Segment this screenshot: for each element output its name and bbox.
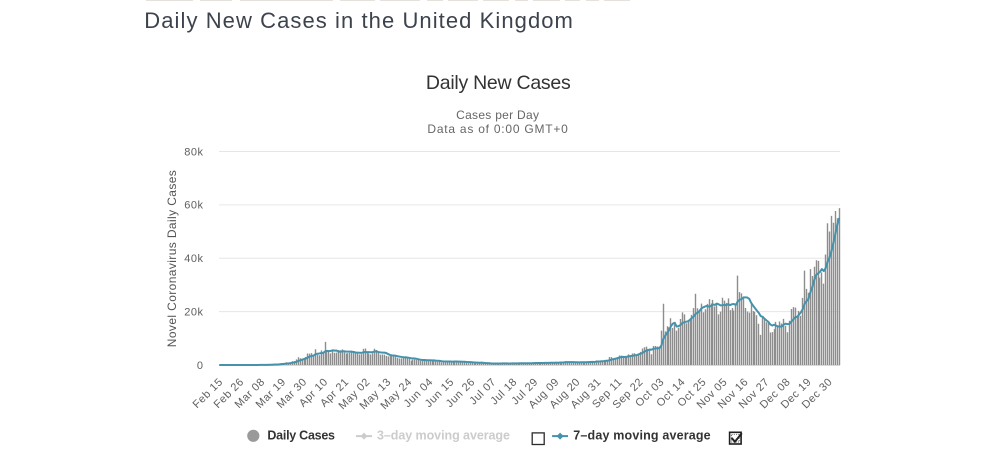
svg-text:Daily Cases: Daily Cases [267,429,335,443]
svg-text:Novel Coronavirus Daily Cases: Novel Coronavirus Daily Cases [165,170,179,347]
svg-text:Cases per Day: Cases per Day [456,108,539,122]
svg-text:80k: 80k [184,146,203,158]
svg-text:7–day moving average: 7–day moving average [573,429,711,443]
svg-text:Daily New Cases in the United: Daily New Cases in the United Kingdom [144,8,574,33]
svg-text:60k: 60k [184,200,203,212]
svg-text:Data as of 0:00 GMT+0: Data as of 0:00 GMT+0 [427,122,568,136]
svg-text:20k: 20k [184,306,203,318]
svg-text:3–day moving average: 3–day moving average [377,429,510,443]
svg-text:40k: 40k [184,253,203,265]
svg-text:Daily New Cases: Daily New Cases [426,72,571,94]
svg-text:0: 0 [197,360,204,372]
